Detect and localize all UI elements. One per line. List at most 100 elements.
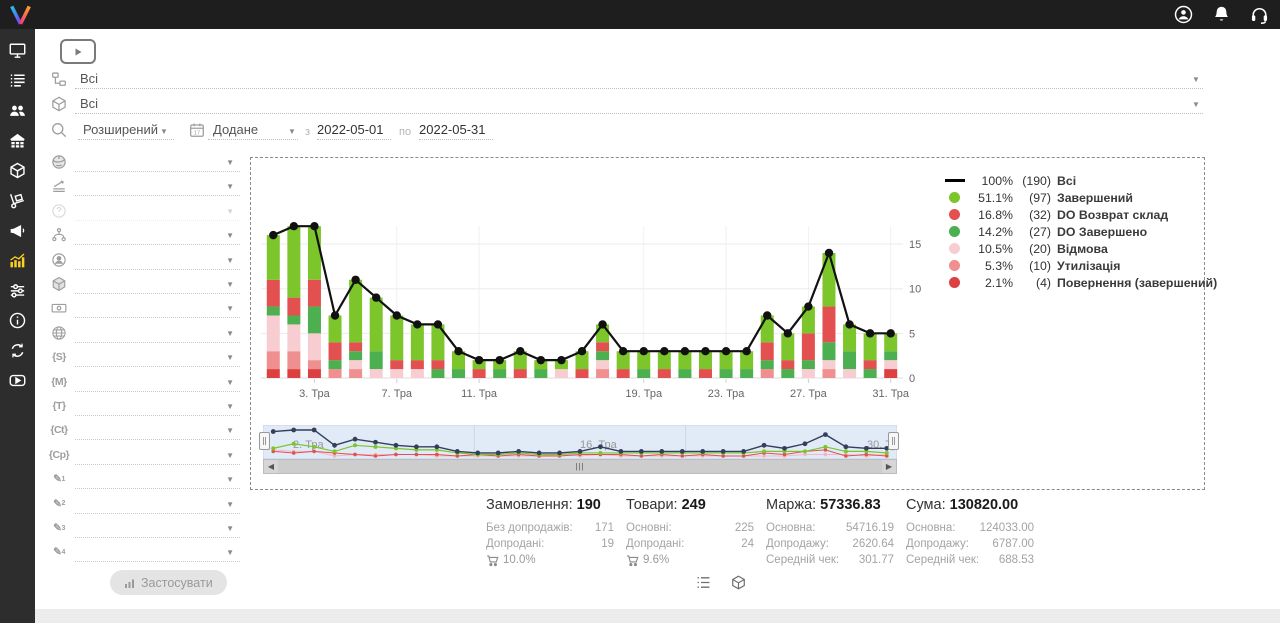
filter-select-underline[interactable]	[75, 512, 240, 514]
filter-row-pencil-4[interactable]: ✎ 4 ▼	[0, 541, 250, 565]
chevron-down-icon[interactable]: ▼	[226, 499, 234, 509]
global-select-1-underline[interactable]	[75, 70, 1203, 89]
orders-stacked-chart[interactable]: 0 5 10 15 3. Тра 7. Тра 11. Тра 19. Тра 23. Тра 2…	[251, 158, 1204, 408]
filter-row-layers[interactable]: ▼	[0, 175, 250, 199]
filter-select-underline[interactable]	[75, 171, 240, 172]
filter-row-brace-t[interactable]: {T} ▼	[0, 395, 250, 419]
filter-select-underline[interactable]	[75, 293, 240, 294]
chevron-down-icon[interactable]: ▼	[226, 231, 234, 241]
filter-row-hierarchy[interactable]: ▼	[0, 224, 250, 248]
filter-select-underline[interactable]	[75, 561, 240, 563]
chevron-down-icon[interactable]: ▼	[226, 353, 234, 363]
headset-icon[interactable]	[1249, 4, 1270, 25]
sidebar-item-sliders[interactable]	[0, 275, 35, 305]
filter-select-underline[interactable]	[75, 390, 240, 392]
filter-row-banknote[interactable]: ▼	[0, 297, 250, 321]
app-logo-icon[interactable]	[8, 2, 33, 27]
filter-select-underline[interactable]	[75, 195, 240, 197]
chevron-down-icon[interactable]: ▼	[288, 127, 296, 136]
chevron-down-icon[interactable]: ▼	[226, 475, 234, 485]
chevron-down-icon[interactable]: ▼	[226, 280, 234, 289]
search-mode-underline[interactable]	[78, 122, 174, 140]
chevron-down-icon[interactable]: ▼	[226, 255, 234, 265]
chevron-down-icon[interactable]: ▼	[226, 158, 234, 167]
legend-item[interactable]: 16.8% (32) DO Возврат склад	[945, 206, 1217, 223]
filter-row-brace-s[interactable]: {S} ▼	[0, 346, 250, 370]
sidebar-item-orders-list[interactable]	[0, 65, 35, 95]
filter-row-user-circle[interactable]: ▼	[0, 249, 250, 273]
date-field-underline[interactable]	[208, 122, 298, 140]
sidebar-item-video[interactable]	[0, 365, 35, 395]
global-select-2[interactable]: Всі	[80, 96, 99, 111]
chevron-down-icon[interactable]: ▼	[226, 377, 234, 387]
legend-item[interactable]: 51.1% (97) Завершений	[945, 189, 1217, 206]
chevron-down-icon[interactable]: ▼	[226, 182, 234, 192]
video-tutorial-button[interactable]	[60, 39, 96, 64]
chevron-down-icon[interactable]: ▼	[226, 402, 234, 411]
filter-row-question[interactable]: ▼	[0, 200, 250, 224]
package-view-icon[interactable]	[730, 574, 747, 591]
navigator-right-handle[interactable]	[888, 432, 899, 450]
sidebar-item-trolley[interactable]	[0, 185, 35, 215]
filter-select-underline[interactable]	[75, 366, 240, 368]
filter-row-brace-cp[interactable]: {Cp} ▼	[0, 444, 250, 468]
sidebar-item-monitor[interactable]	[0, 35, 35, 65]
chevron-down-icon[interactable]: ▼	[226, 304, 234, 314]
filter-select-underline[interactable]	[75, 463, 240, 465]
sidebar-item-warehouse[interactable]	[0, 125, 35, 155]
filter-select-underline[interactable]	[75, 537, 240, 538]
legend-item[interactable]: 10.5% (20) Відмова	[945, 240, 1217, 257]
legend-item[interactable]: 5.3% (10) Утилізація	[945, 257, 1217, 274]
global-select-2-underline[interactable]	[75, 95, 1203, 114]
filter-select-underline[interactable]	[75, 488, 240, 490]
chevron-down-icon[interactable]: ▼	[226, 450, 234, 460]
date-to-input[interactable]: 2022-05-31	[419, 122, 493, 140]
chevron-down-icon[interactable]: ▼	[226, 548, 234, 558]
sidebar-item-products-cube[interactable]	[0, 155, 35, 185]
filter-row-brace-m[interactable]: {M} ▼	[0, 371, 250, 395]
filter-row-globe[interactable]: ▼	[0, 322, 250, 346]
filter-row-pencil-1[interactable]: ✎ 1 ▼	[0, 468, 250, 492]
chevron-down-icon[interactable]: ▼	[160, 127, 168, 136]
navigator-scrollbar[interactable]: ◀ ▶ |||	[263, 459, 897, 474]
chevron-down-icon[interactable]: ▼	[226, 524, 234, 533]
chevron-down-icon[interactable]: ▼	[226, 328, 234, 338]
sidebar-item-analytics-chart[interactable]	[0, 245, 35, 275]
filter-select-underline[interactable]	[75, 341, 240, 343]
legend-item[interactable]: 100% (190) Всі	[945, 172, 1217, 189]
filter-row-pencil-2[interactable]: ✎ 2 ▼	[0, 493, 250, 517]
bell-icon[interactable]	[1211, 4, 1232, 25]
navigator-left-handle[interactable]	[259, 432, 270, 450]
filter-select-underline[interactable]	[75, 244, 240, 246]
filter-select-underline[interactable]	[75, 268, 240, 270]
list-view-icon[interactable]	[695, 574, 712, 591]
sidebar-item-info[interactable]	[0, 305, 35, 335]
filter-row-planet[interactable]: ▼	[0, 151, 250, 175]
date-field-select[interactable]: Додане	[213, 122, 259, 137]
sidebar-item-megaphone[interactable]	[0, 215, 35, 245]
chevron-down-icon[interactable]: ▼	[226, 206, 234, 216]
filter-select-underline[interactable]	[75, 317, 240, 319]
legend-item[interactable]: 14.2% (27) DO Завершено	[945, 223, 1217, 240]
filter-row-cube[interactable]: ▼	[0, 273, 250, 297]
sidebar-item-sync[interactable]	[0, 335, 35, 365]
chevron-down-icon[interactable]: ▼	[226, 426, 234, 436]
chevron-down-icon[interactable]: ▼	[1192, 75, 1200, 84]
apply-button[interactable]: Застосувати	[110, 570, 227, 595]
legend-item[interactable]: 2.1% (4) Повернення (завершений)	[945, 274, 1217, 291]
scroll-left-arrow-icon[interactable]: ◀	[264, 460, 278, 473]
user-icon[interactable]	[1173, 4, 1194, 25]
search-mode-select[interactable]: Розширений	[83, 122, 158, 137]
global-select-1[interactable]: Всі	[80, 71, 99, 86]
filter-row-brace-ct[interactable]: {Ct} ▼	[0, 419, 250, 443]
chevron-down-icon[interactable]: ▼	[1192, 100, 1200, 109]
date-from-input[interactable]: 2022-05-01	[317, 122, 391, 140]
filter-select-underline[interactable]	[75, 415, 240, 416]
filter-row-pencil-3[interactable]: ✎ 3 ▼	[0, 517, 250, 541]
filter-select-underline[interactable]	[75, 219, 240, 221]
scrollbar-grip[interactable]: |||	[575, 462, 585, 471]
filter-select-underline[interactable]	[75, 439, 240, 441]
scroll-right-arrow-icon[interactable]: ▶	[882, 460, 896, 473]
sidebar-item-customers[interactable]	[0, 95, 35, 125]
